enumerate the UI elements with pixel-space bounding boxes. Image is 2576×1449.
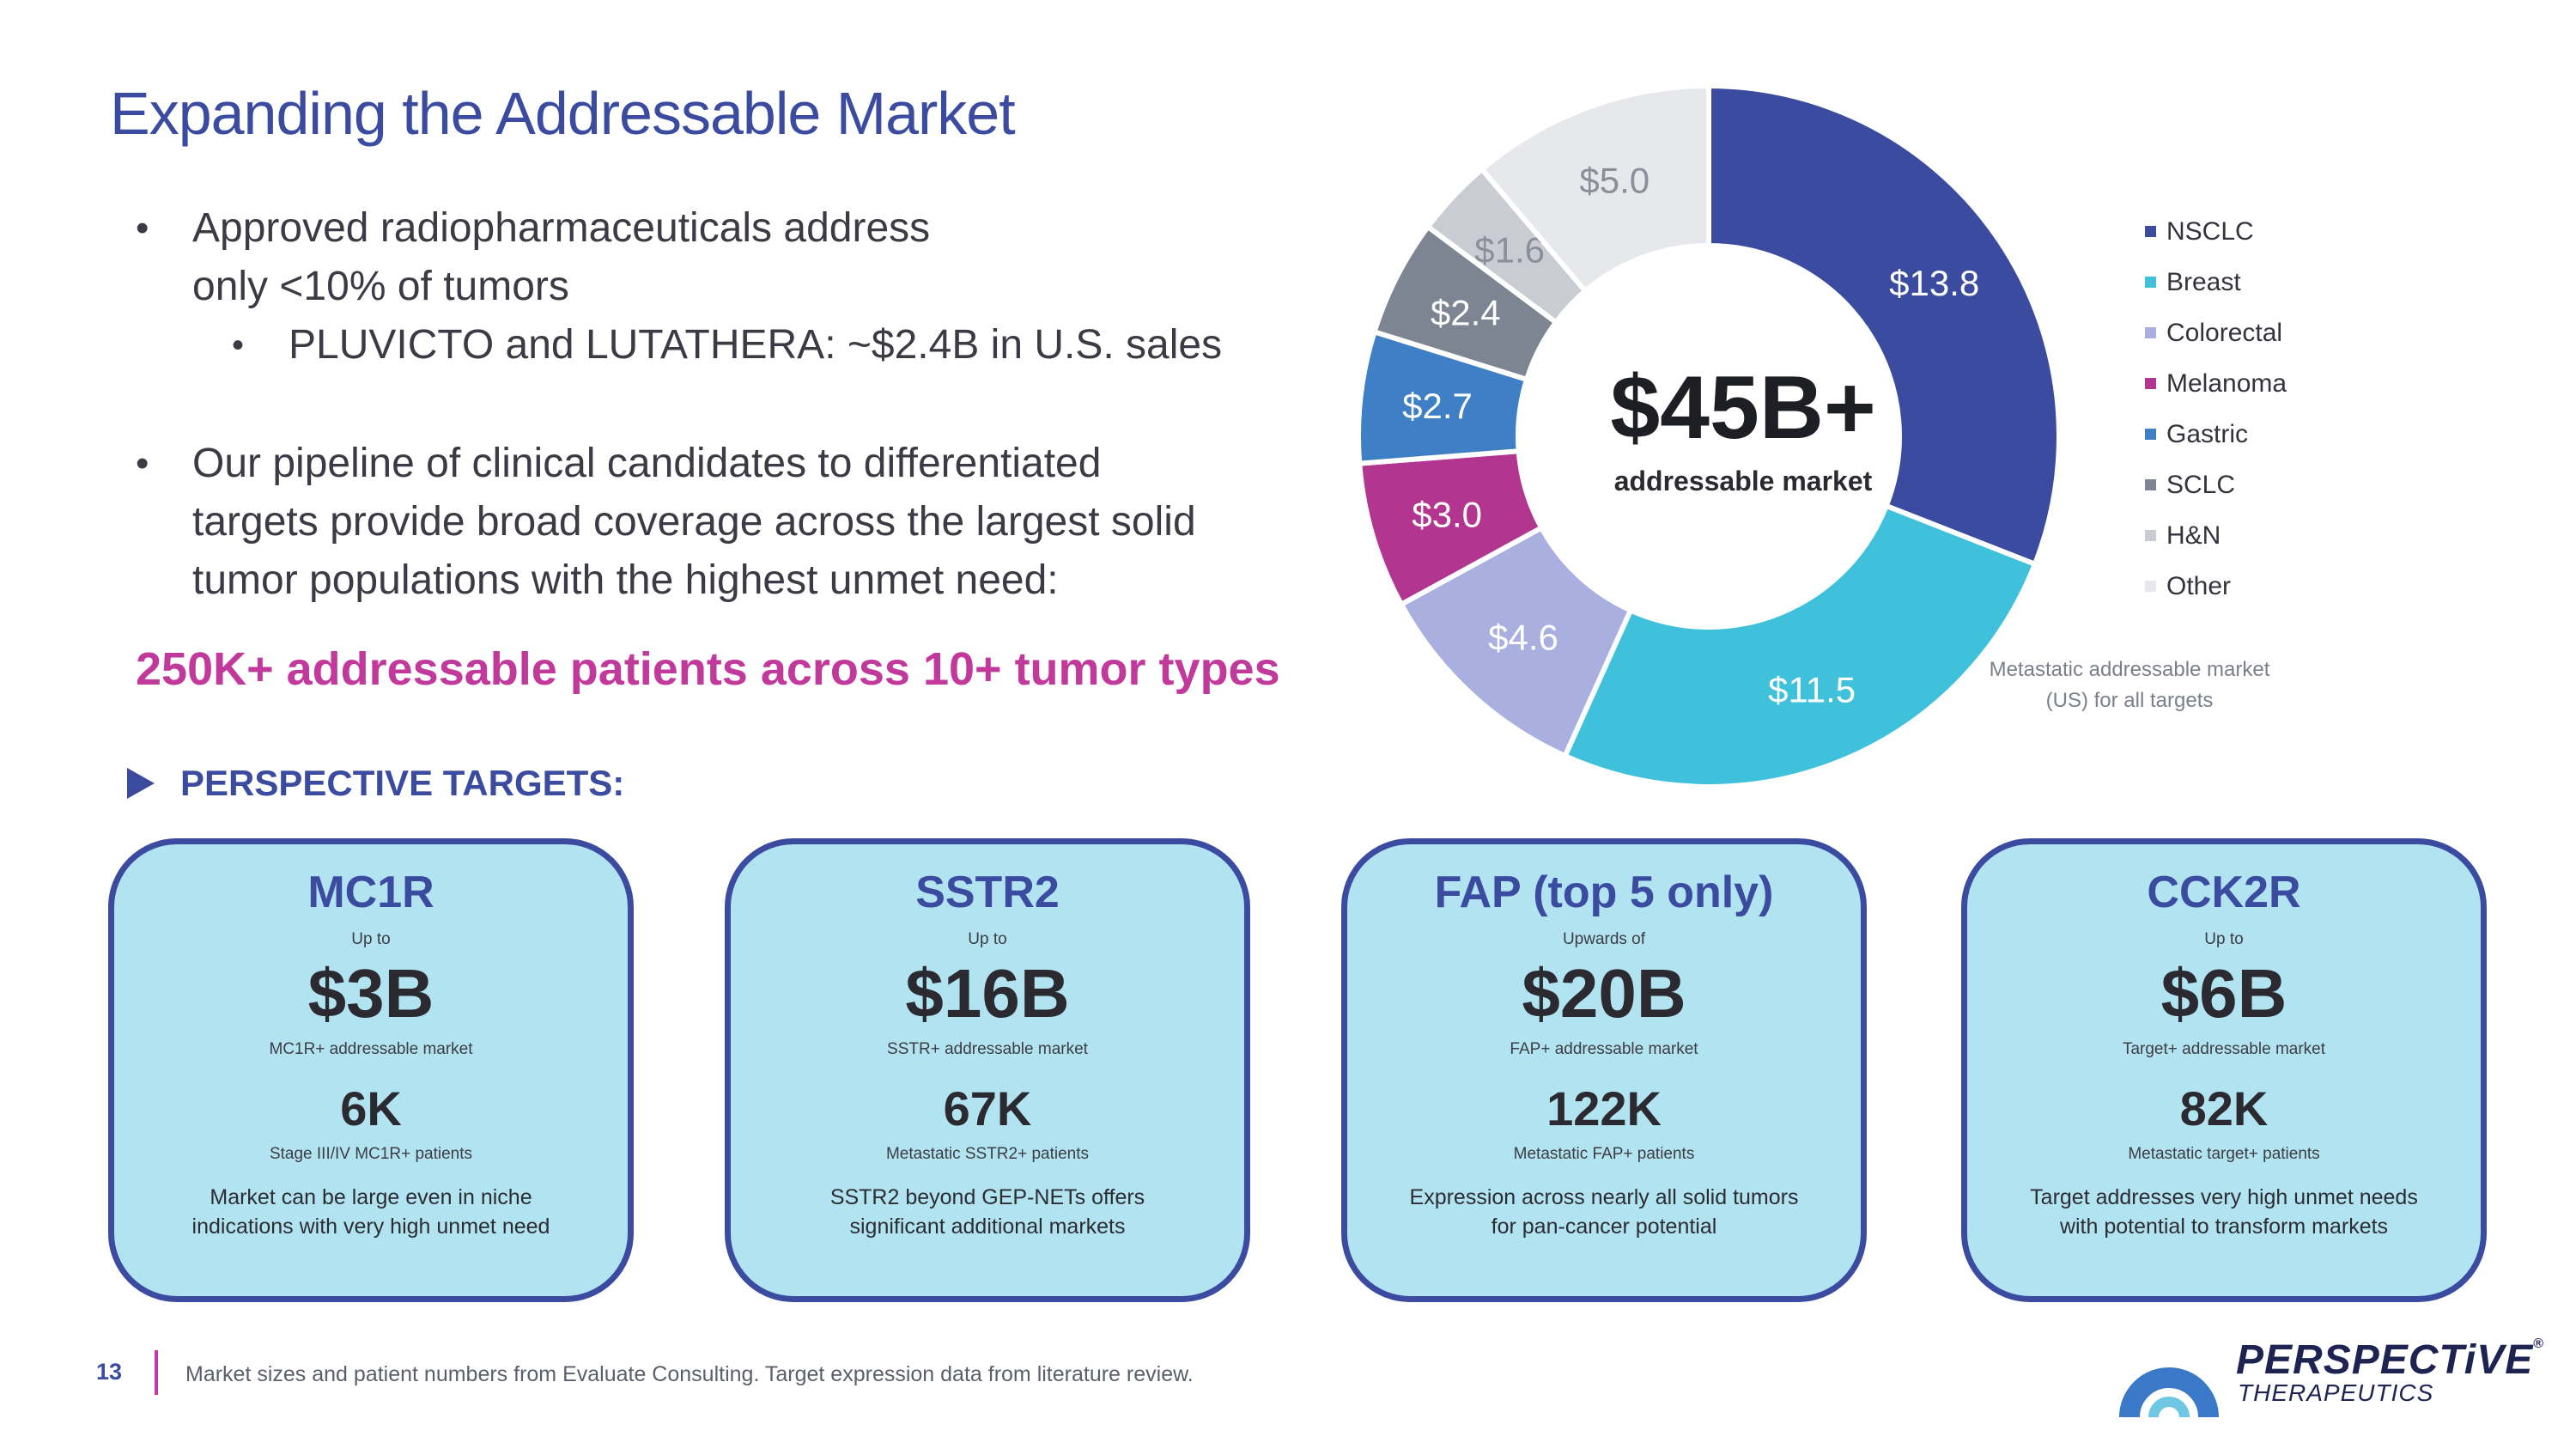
legend-swatch	[2145, 226, 2156, 237]
card-note: Expression across nearly all solid tumor…	[1409, 1185, 1799, 1239]
legend-label: H&N	[2166, 521, 2221, 550]
page-title: Expanding the Addressable Market	[110, 80, 1016, 147]
card-amount: $20B	[1522, 955, 1686, 1032]
donut-svg: $13.8 $11.5 $4.6 $3.0 $2.7 $2.4 $1.6 $5.0	[1356, 82, 2062, 789]
legend-swatch	[2145, 429, 2156, 440]
card-market-label: Target+ addressable market	[2122, 1040, 2326, 1058]
bullet-line: Approved radiopharmaceuticals address	[192, 205, 931, 251]
legend-label: NSCLC	[2166, 216, 2254, 246]
legend-item-colorectal: Colorectal	[2145, 307, 2287, 358]
legend-swatch	[2145, 479, 2156, 490]
card-title: SSTR2	[915, 868, 1060, 917]
logo-name: PERSPECTiVE®	[2236, 1336, 2545, 1383]
targets-heading-label: PERSPECTIVE TARGETS:	[180, 763, 625, 803]
footer-source-note: Market sizes and patient numbers from Ev…	[185, 1362, 1194, 1386]
donut-slice-other	[1478, 82, 1711, 295]
card-market-label: MC1R+ addressable market	[269, 1040, 473, 1058]
donut-label-other: $5.0	[1579, 161, 1649, 201]
card-prefix: Up to	[351, 930, 391, 948]
bullet-dot-icon: •	[136, 207, 149, 249]
play-triangle-icon	[127, 768, 155, 799]
legend-label: Gastric	[2166, 419, 2249, 448]
card-patients: 82K	[2179, 1081, 2269, 1135]
card-title: CCK2R	[2147, 868, 2301, 917]
target-card-fap: FAP (top 5 only) Upwards of $20B FAP+ ad…	[1341, 838, 1867, 1302]
logo-subtitle: THERAPEUTICS	[2238, 1379, 2434, 1406]
card-amount: $3B	[307, 955, 434, 1032]
card-prefix: Up to	[968, 930, 1007, 948]
legend-item-h-n: H&N	[2145, 510, 2287, 561]
donut-label-nsclc: $13.8	[1889, 263, 1979, 303]
card-patients: 6K	[340, 1081, 402, 1135]
sub-bullet-pluvicto: • PLUVICTO and LUTATHERA: ~$2.4B in U.S.…	[129, 316, 1314, 374]
target-card-sstr2: SSTR2 Up to $16B SSTR+ addressable marke…	[725, 838, 1250, 1302]
target-card-mc1r: MC1R Up to $3B MC1R+ addressable market …	[108, 838, 634, 1302]
sub-bullet-text: PLUVICTO and LUTATHERA: ~$2.4B in U.S. s…	[289, 322, 1223, 368]
donut-slice-breast	[1561, 502, 2038, 789]
card-prefix: Upwards of	[1562, 930, 1646, 948]
card-note: SSTR2 beyond GEP-NETs offers significant…	[829, 1185, 1145, 1239]
legend-item-nsclc: NSCLC	[2145, 206, 2287, 257]
legend-swatch	[2145, 378, 2156, 389]
legend-item-other: Other	[2145, 561, 2287, 612]
donut-label-colorectal: $4.6	[1488, 617, 1558, 657]
bullet-list: • Approved radiopharmaceuticals address …	[129, 199, 1314, 610]
card-market-label: SSTR+ addressable market	[887, 1040, 1088, 1058]
card-title: FAP (top 5 only)	[1434, 868, 1774, 917]
card-patients-label: Metastatic target+ patients	[2128, 1145, 2320, 1163]
card-amount: $16B	[905, 955, 1070, 1032]
bullet-pipeline: • Our pipeline of clinical candidates to…	[129, 435, 1314, 610]
donut-center-value: $45B+	[1610, 358, 1876, 458]
bullet-approved: • Approved radiopharmaceuticals address …	[129, 199, 1314, 316]
card-patients-label: Metastatic SSTR2+ patients	[885, 1145, 1090, 1163]
targets-heading: PERSPECTIVE TARGETS:	[127, 763, 624, 804]
market-donut-chart: $13.8 $11.5 $4.6 $3.0 $2.7 $2.4 $1.6 $5.0 $45B+…	[1348, 77, 2069, 790]
legend-swatch	[2145, 530, 2156, 541]
legend-label: Colorectal	[2166, 318, 2283, 347]
card-amount: $6B	[2160, 955, 2287, 1032]
legend-item-sclc: SCLC	[2145, 460, 2287, 510]
logo-arch-icon	[2119, 1367, 2219, 1418]
card-patients: 122K	[1546, 1081, 1662, 1135]
footer-divider	[155, 1350, 158, 1395]
card-note: Market can be large even in niche indica…	[191, 1185, 550, 1239]
bullet-line: only <10% of tumors	[192, 264, 569, 309]
donut-label-breast: $11.5	[1768, 669, 1856, 709]
card-prefix: Up to	[2204, 930, 2244, 948]
card-patients-label: Metastatic FAP+ patients	[1513, 1145, 1695, 1163]
donut-label-sclc: $2.4	[1431, 292, 1501, 332]
bullet-line: targets provide broad coverage across th…	[192, 499, 1196, 545]
donut-label-gastric: $2.7	[1402, 386, 1473, 426]
page-number: 13	[96, 1359, 123, 1385]
legend-swatch	[2145, 277, 2156, 288]
card-market-label: FAP+ addressable market	[1510, 1040, 1698, 1058]
chart-legend: NSCLC Breast Colorectal Melanoma Gastric SCLC…	[2145, 206, 2287, 612]
card-title: MC1R	[307, 868, 434, 917]
legend-item-gastric: Gastric	[2145, 409, 2287, 460]
card-note: Target addresses very high unmet needs w…	[2030, 1185, 2418, 1239]
card-patients: 67K	[943, 1081, 1032, 1135]
legend-label: SCLC	[2166, 470, 2236, 499]
legend-label: Melanoma	[2166, 368, 2287, 398]
bullet-dot-icon: •	[232, 326, 245, 364]
bullet-dot-icon: •	[136, 442, 149, 484]
bullet-line: tumor populations with the highest unmet…	[192, 557, 1059, 603]
donut-label-h-n: $1.6	[1474, 229, 1545, 270]
legend-label: Other	[2166, 571, 2232, 600]
company-logo: PERSPECTiVE® THERAPEUTICS	[2117, 1328, 2543, 1422]
legend-swatch	[2145, 581, 2156, 592]
legend-label: Breast	[2166, 267, 2241, 296]
donut-label-melanoma: $3.0	[1412, 495, 1482, 535]
donut-slice-nsclc	[1706, 82, 2062, 568]
card-patients-label: Stage III/IV MC1R+ patients	[269, 1145, 473, 1163]
legend-item-breast: Breast	[2145, 257, 2287, 307]
target-cards: MC1R Up to $3B MC1R+ addressable market …	[108, 838, 2487, 1309]
donut-center-label: addressable market	[1613, 466, 1873, 496]
bullet-line: Our pipeline of clinical candidates to d…	[192, 441, 1102, 486]
target-card-cck2r: CCK2R Up to $6B Target+ addressable mark…	[1961, 838, 2487, 1302]
patients-highlight: 250K+ addressable patients across 10+ tu…	[136, 643, 1280, 695]
chart-note: Metastatic addressable market (US) for a…	[1989, 658, 2270, 712]
legend-swatch	[2145, 327, 2156, 338]
legend-item-melanoma: Melanoma	[2145, 358, 2287, 409]
